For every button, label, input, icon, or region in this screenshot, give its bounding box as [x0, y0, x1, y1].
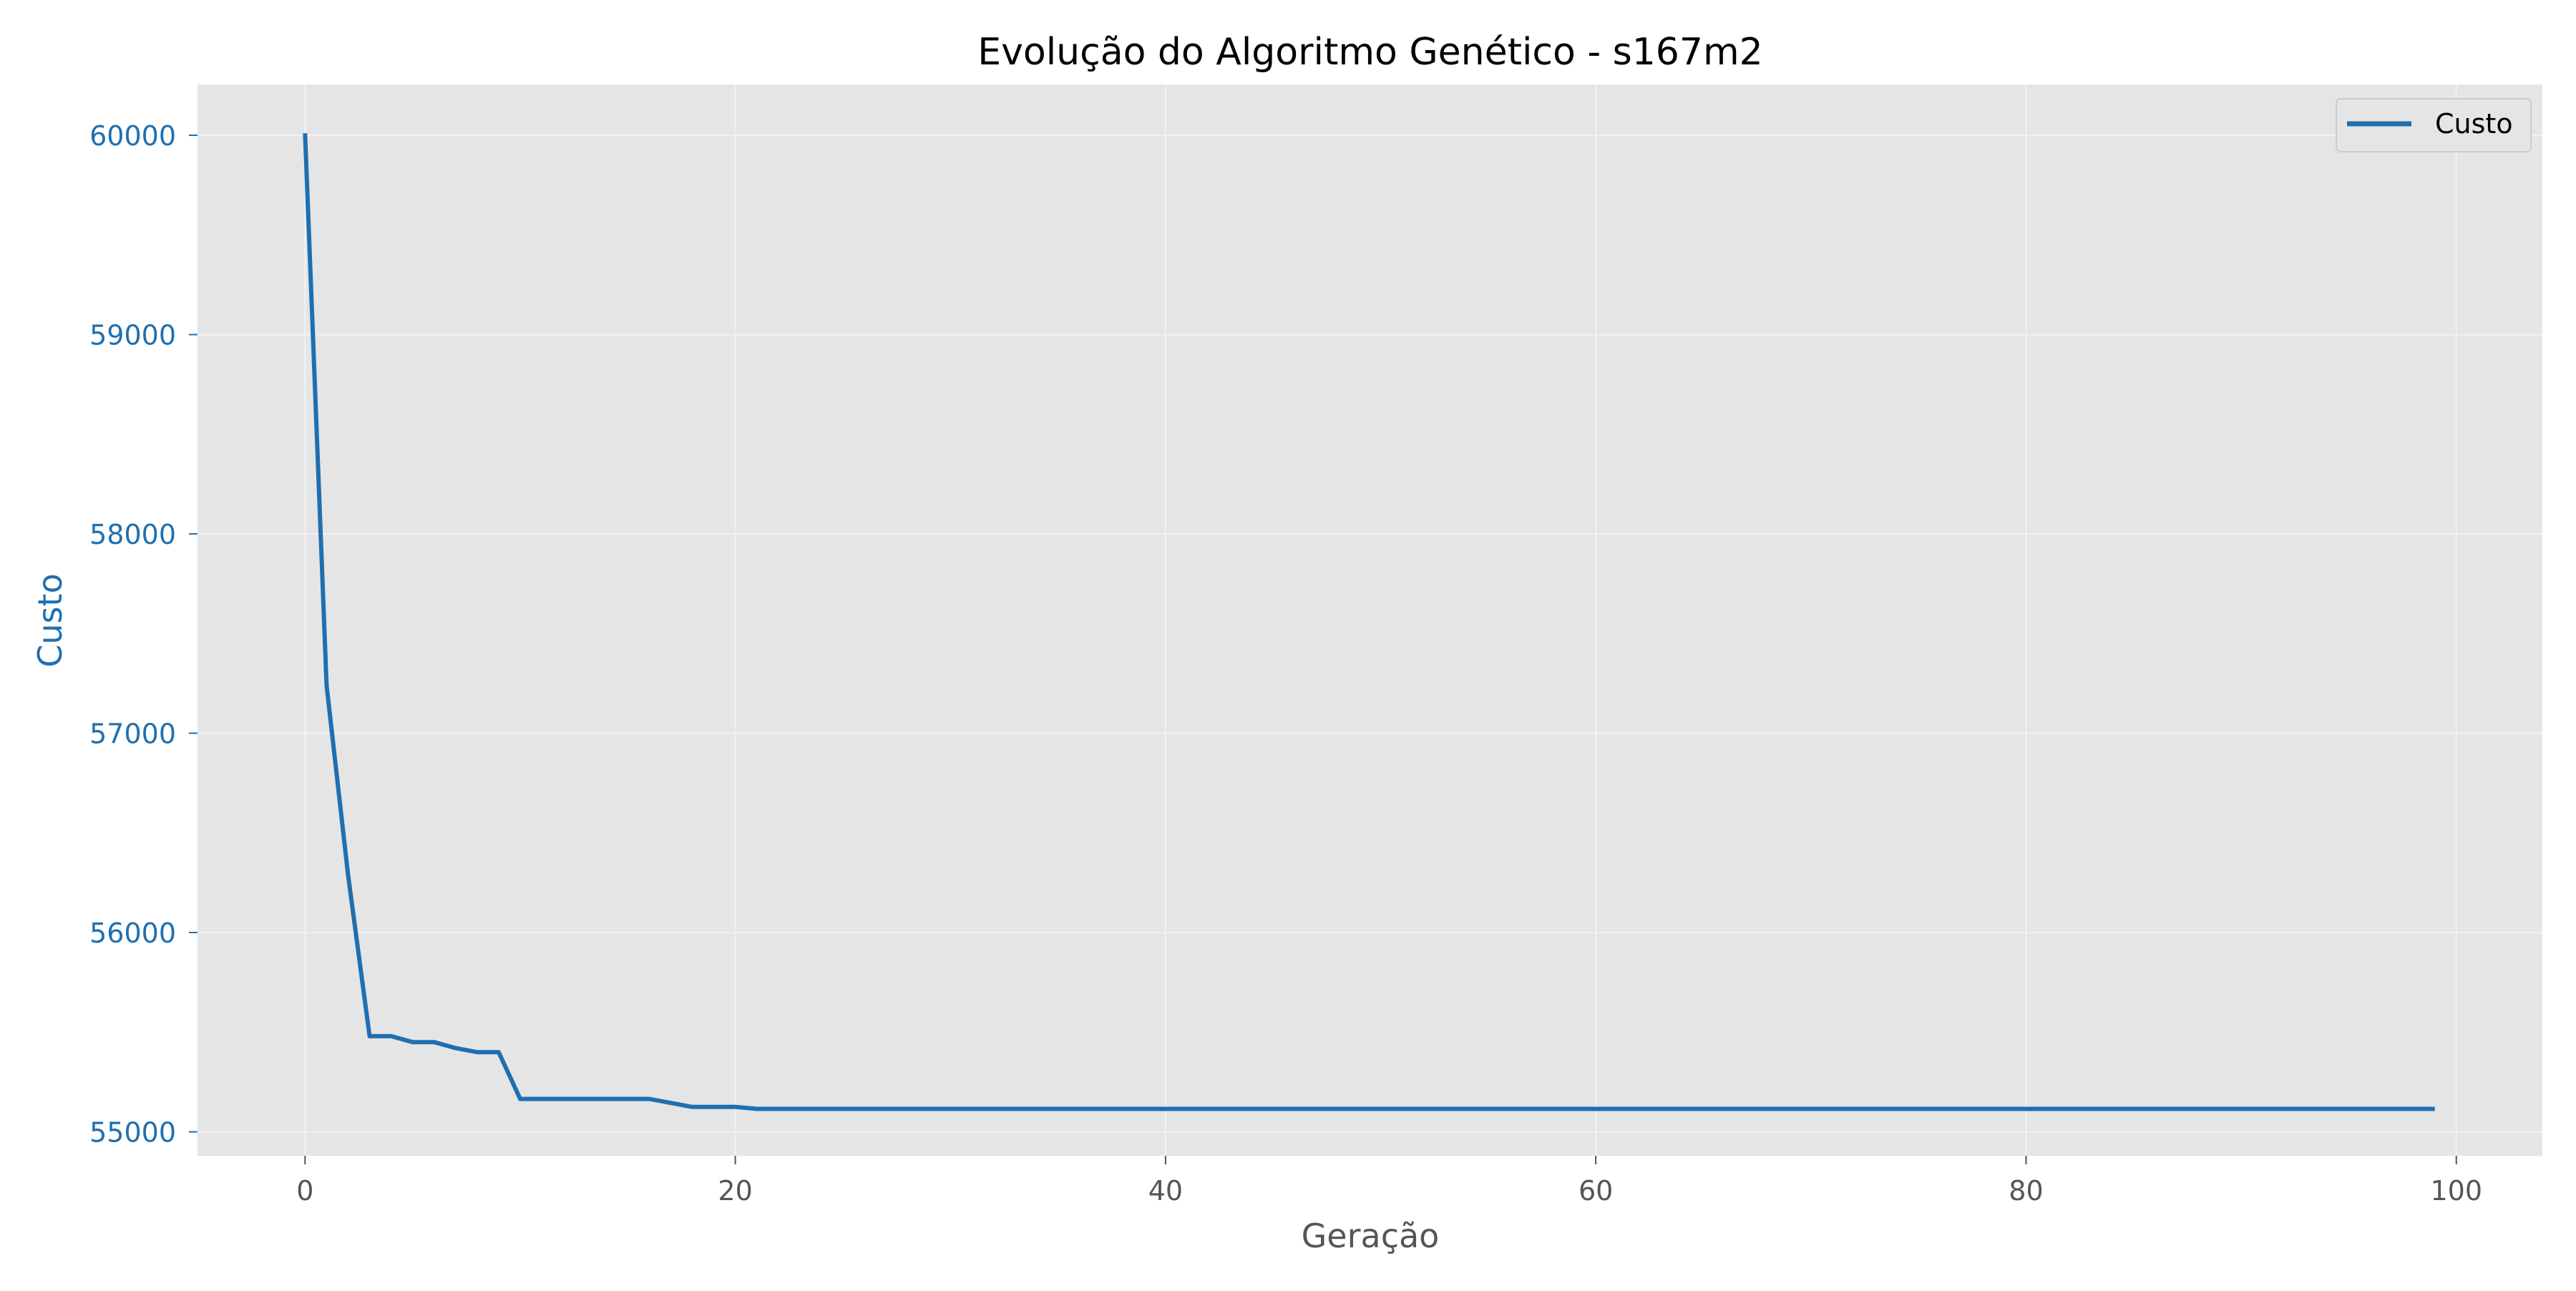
- y-tick-label-55000: 55000: [89, 1117, 176, 1149]
- series-line-custo: [303, 133, 2435, 1111]
- legend-box: [2336, 98, 2532, 152]
- y-tick-label-58000: 58000: [89, 519, 176, 550]
- series-layer: [303, 133, 2435, 1111]
- x-tick-label-20: 20: [718, 1175, 752, 1207]
- legend: Custo: [2336, 98, 2532, 152]
- chart-title: Evolução do Algoritmo Genético - s167m2: [977, 31, 1762, 74]
- x-tick-label-60: 60: [1579, 1175, 1613, 1207]
- y-tick-label-57000: 57000: [89, 718, 176, 750]
- y-axis-ticks: 55000 56000 57000 58000 59000 60000: [89, 120, 197, 1149]
- y-tick-label-56000: 56000: [89, 917, 176, 949]
- x-tick-label-80: 80: [2009, 1175, 2043, 1207]
- x-tick-label-40: 40: [1148, 1175, 1183, 1207]
- y-tick-label-60000: 60000: [89, 120, 176, 152]
- x-tick-label-0: 0: [296, 1175, 313, 1207]
- y-tick-label-59000: 59000: [89, 320, 176, 351]
- y-axis-label: Custo: [31, 573, 69, 667]
- x-axis-ticks: 0 20 40 60 80 100: [296, 1156, 2482, 1207]
- grid-lines: [197, 84, 2542, 1156]
- x-axis-label: Geração: [1302, 1217, 1440, 1255]
- legend-entry-custo: Custo: [2435, 108, 2513, 140]
- x-tick-label-100: 100: [2430, 1175, 2482, 1207]
- plot-area: [197, 84, 2542, 1156]
